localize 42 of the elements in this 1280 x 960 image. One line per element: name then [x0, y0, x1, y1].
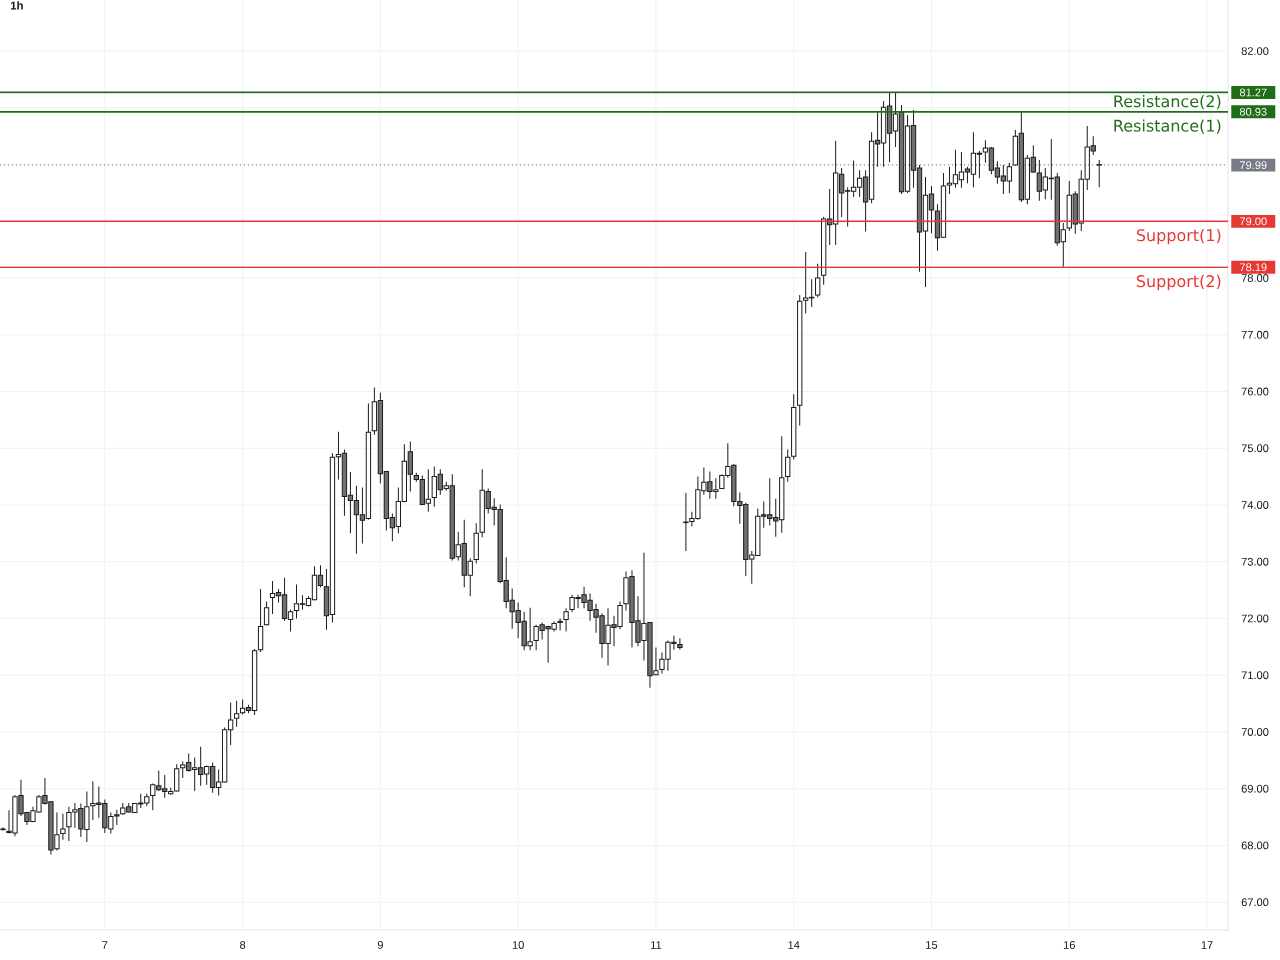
candlestick — [60, 813, 66, 841]
y-tick-label: 73.00 — [1241, 557, 1269, 566]
text: 78.19 — [1240, 263, 1267, 272]
candlestick — [785, 448, 791, 483]
y-tick-label: 67.00 — [1241, 898, 1269, 907]
ref-line-label: Resistance(1) — [1114, 119, 1221, 134]
candlestick — [557, 617, 563, 631]
candlestick — [1096, 159, 1102, 188]
x-tick-label: 17 — [1201, 941, 1213, 949]
x-tick-label: 8 — [240, 941, 246, 949]
y-tick-label: 72.00 — [1241, 614, 1269, 623]
candlestick — [815, 263, 821, 298]
candlestick — [257, 588, 264, 653]
candlestick — [233, 700, 240, 728]
x-tick-label: 10 — [512, 941, 524, 949]
text: 80.93 — [1239, 107, 1267, 116]
y-tick-label: 71.00 — [1241, 671, 1269, 680]
x-tick-label: 15 — [926, 941, 938, 949]
y-tick-label: 78.00 — [1241, 274, 1269, 282]
text: 81.27 — [1239, 88, 1267, 97]
candlestick — [563, 607, 569, 633]
x-tick-label: 7 — [102, 941, 108, 949]
x-tick-label: 11 — [651, 941, 662, 949]
x-tick-label: 9 — [377, 941, 383, 949]
text: 79.99 — [1240, 161, 1267, 170]
y-tick-label: 82.00 — [1241, 47, 1269, 55]
y-tick-label: 75.00 — [1241, 444, 1269, 453]
y-tick-label: 70.00 — [1241, 728, 1269, 736]
ref-line-label: Resistance(2) — [1114, 94, 1221, 110]
y-tick-label: 76.00 — [1241, 387, 1269, 396]
candlestick — [677, 637, 683, 651]
chart-title: 1h — [10, 1, 23, 10]
y-tick-label: 68.00 — [1241, 841, 1269, 850]
y-tick-label: 77.00 — [1241, 330, 1269, 339]
x-tick-label: 16 — [1063, 941, 1075, 949]
y-tick-label: 74.00 — [1241, 501, 1269, 509]
y-tick-label: 69.00 — [1241, 784, 1269, 793]
ref-line-label: Support(2) — [1136, 274, 1221, 291]
ref-line-label: Support(1) — [1136, 228, 1221, 245]
text: 79.00 — [1240, 217, 1267, 226]
x-tick-label: 14 — [788, 941, 800, 949]
candlestick — [0, 826, 6, 832]
